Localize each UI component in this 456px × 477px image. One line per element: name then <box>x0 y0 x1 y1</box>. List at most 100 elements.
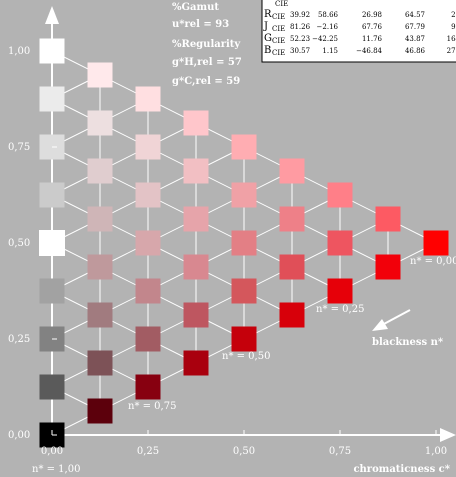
color-patch <box>135 86 161 112</box>
color-patch <box>183 350 209 376</box>
cie-cell: 58.66 <box>318 11 339 19</box>
n-label-000: n* = 0,00 <box>410 256 456 267</box>
color-patch <box>39 182 65 208</box>
blackness-arrow-shaft <box>381 309 411 326</box>
color-patch <box>87 110 113 136</box>
cie-row-subscript: CIE <box>272 37 285 45</box>
color-patch <box>87 254 113 280</box>
color-patch <box>39 86 65 112</box>
g-c-rel-label: g*C,rel = 59 <box>172 76 240 87</box>
x-tick-label: 0,00 <box>41 446 63 457</box>
cie-row-name: J <box>263 21 268 32</box>
color-patch <box>231 182 257 208</box>
color-patch <box>87 302 113 328</box>
x-axis-label: chromaticness c* <box>353 464 450 475</box>
color-patch <box>423 230 449 256</box>
cie-cell: −2.16 <box>317 23 339 31</box>
color-patch <box>183 110 209 136</box>
cie-cell: −42.25 <box>312 35 338 43</box>
cie-row-name: G <box>264 33 272 44</box>
cie-cell: 164 <box>447 35 456 43</box>
color-patch <box>279 158 305 184</box>
cie-cell: 1.15 <box>322 47 338 55</box>
cie-cell: 92 <box>451 23 456 31</box>
blackness-label: blackness n* <box>372 337 444 348</box>
cie-cell: 64.57 <box>405 11 425 19</box>
cie-cell: 81.26 <box>290 23 311 31</box>
color-patch <box>183 254 209 280</box>
y-tick-label: 1,00 <box>8 46 30 57</box>
color-patch <box>327 278 353 304</box>
y-tick-label: 0,25 <box>8 334 30 345</box>
color-patch <box>135 278 161 304</box>
cie-table: CIE RCIE39.9258.6626.9864.5725JCIE81.26−… <box>261 0 456 63</box>
cie-row-name: R <box>264 9 272 20</box>
color-patch <box>135 230 161 256</box>
y-tick-label: 0,50 <box>8 238 30 249</box>
grid-line-diagonal <box>51 122 197 196</box>
cie-cell: 39.92 <box>290 11 310 19</box>
cie-cell: 25 <box>451 11 456 19</box>
blackness-arrow-head <box>372 319 388 331</box>
color-patch <box>327 230 353 256</box>
color-patch <box>231 326 257 352</box>
regularity-label: %Regularity <box>172 39 241 50</box>
color-patch <box>135 134 161 160</box>
color-patch <box>375 254 401 280</box>
color-patch <box>39 278 65 304</box>
cie-cell: 26.98 <box>362 11 382 19</box>
color-patch <box>231 134 257 160</box>
color-patch <box>231 230 257 256</box>
x-tick-label: 0,50 <box>233 446 255 457</box>
color-patch <box>183 158 209 184</box>
cie-cell: 271 <box>447 47 456 55</box>
cie-table-background <box>261 0 456 63</box>
n-label-025: n* = 0,25 <box>316 304 364 315</box>
cie-cell: −46.84 <box>356 47 382 55</box>
color-patch <box>87 158 113 184</box>
cie-cell: 30.57 <box>290 47 310 55</box>
color-patch <box>375 206 401 232</box>
cie-row-subscript: CIE <box>272 13 285 21</box>
color-patch <box>135 326 161 352</box>
grid-line-antidiagonal <box>51 290 197 364</box>
color-patch <box>135 182 161 208</box>
g-h-rel-label: g*H,rel = 57 <box>172 57 242 68</box>
stats-block: %Gamut u*rel = 93 %Regularity g*H,rel = … <box>172 2 242 87</box>
color-patch <box>87 398 113 424</box>
cie-cell: 67.79 <box>405 23 425 31</box>
gamut-label: %Gamut <box>172 2 219 13</box>
chart-labels: chromaticness c* blackness n* n* = 1,00 … <box>32 256 456 475</box>
n-label-050: n* = 0,50 <box>222 351 270 362</box>
tick-marks: 0,00 0,25 0,50 0,75 1,00 0,00 0,25 0,50 0,75 1,00 <box>8 46 447 457</box>
y-tick-label: 0,00 <box>8 430 30 441</box>
patches <box>39 38 449 448</box>
color-patch <box>279 206 305 232</box>
x-tick-label: 0,25 <box>137 446 159 457</box>
cie-cell: 52.23 <box>290 35 310 43</box>
cie-cell: 11.76 <box>362 35 383 43</box>
y-tick-label: 0,75 <box>8 142 30 153</box>
u-rel-label: u*rel = 93 <box>172 19 229 30</box>
color-patch <box>87 350 113 376</box>
cie-table-header: CIE <box>275 0 288 8</box>
cie-cell: 43.87 <box>405 35 425 43</box>
color-patch <box>87 206 113 232</box>
color-patch <box>183 302 209 328</box>
n-label-100: n* = 1,00 <box>32 464 80 475</box>
color-patch <box>135 374 161 400</box>
cie-row-subscript: CIE <box>272 49 285 57</box>
cie-row-name: B <box>264 45 271 56</box>
x-axis-arrowhead <box>440 428 456 442</box>
color-patch <box>231 278 257 304</box>
cie-cell: 67.76 <box>362 23 383 31</box>
x-tick-label: 0,75 <box>329 446 351 457</box>
color-patch <box>279 254 305 280</box>
y-axis-arrowhead <box>45 6 59 24</box>
color-patch <box>183 206 209 232</box>
color-patch <box>327 182 353 208</box>
cie-cell: 46.86 <box>405 47 426 55</box>
color-patch <box>39 374 65 400</box>
x-tick-label: 1,00 <box>425 446 447 457</box>
